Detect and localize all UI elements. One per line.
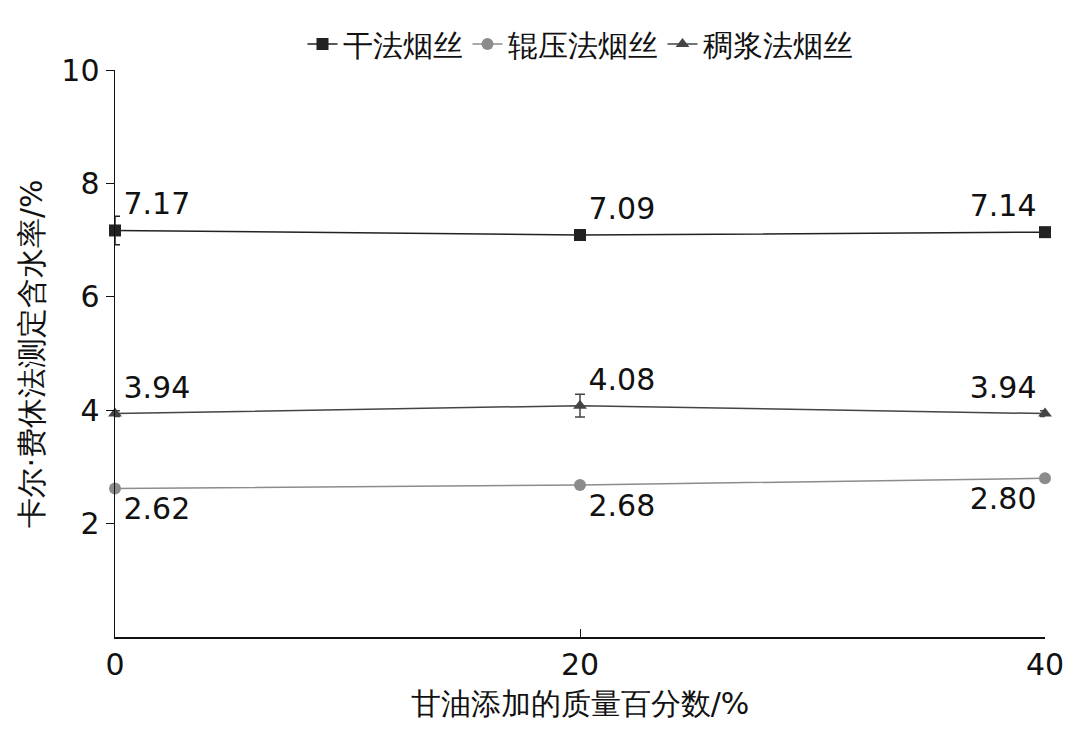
svg-text:2.62: 2.62	[124, 491, 191, 526]
svg-text:7.17: 7.17	[124, 186, 191, 221]
svg-text:2.68: 2.68	[589, 488, 656, 523]
svg-text:10: 10	[61, 53, 99, 88]
svg-text:7.09: 7.09	[589, 191, 656, 226]
svg-text:稠浆法烟丝: 稠浆法烟丝	[703, 28, 853, 63]
svg-text:0: 0	[105, 647, 124, 682]
svg-text:干法烟丝: 干法烟丝	[343, 28, 463, 63]
svg-text:2: 2	[80, 506, 99, 541]
svg-text:40: 40	[1026, 647, 1064, 682]
svg-text:4: 4	[80, 393, 99, 428]
svg-text:4.08: 4.08	[589, 362, 656, 397]
svg-text:6: 6	[80, 279, 99, 314]
svg-text:20: 20	[561, 647, 599, 682]
svg-text:3.94: 3.94	[970, 370, 1037, 405]
svg-text:辊压法烟丝: 辊压法烟丝	[508, 28, 658, 63]
svg-text:卡尔·费休法测定含水率/%: 卡尔·费休法测定含水率/%	[14, 179, 49, 527]
svg-text:2.80: 2.80	[970, 481, 1037, 516]
svg-text:7.14: 7.14	[970, 188, 1037, 223]
svg-text:8: 8	[80, 166, 99, 201]
svg-text:3.94: 3.94	[124, 370, 191, 405]
svg-text:甘油添加的质量百分数/%: 甘油添加的质量百分数/%	[411, 686, 750, 721]
